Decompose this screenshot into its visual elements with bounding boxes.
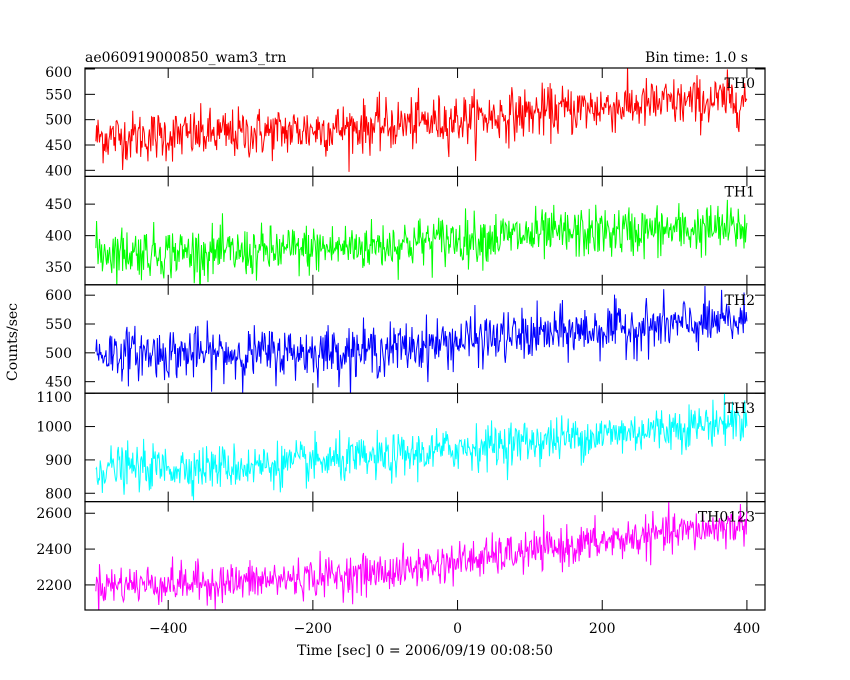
y-tick-label: 450	[45, 375, 72, 391]
y-tick-label: 2600	[36, 506, 72, 522]
y-tick-label: 600	[45, 288, 72, 304]
panel-th1: 350 400 450 TH1	[45, 175, 766, 286]
y-tick-label: 550	[45, 87, 72, 103]
y-tick-label: 450	[45, 138, 72, 154]
panel-frame	[84, 501, 766, 611]
y-tick-label: 1000	[36, 420, 72, 436]
y-tick-label: 450	[45, 197, 72, 213]
chart-title: ae060919000850_wam3_trn	[85, 50, 286, 66]
panel-frame	[84, 67, 766, 178]
y-tick-label: 350	[45, 260, 72, 276]
series-line-th1	[95, 199, 748, 285]
panel-label-th0: TH0	[725, 76, 755, 92]
y-tick-label: 500	[45, 346, 72, 362]
bin-time-label: Bin time: 1.0 s	[645, 50, 748, 66]
y-tick-label: 900	[45, 453, 72, 469]
y-tick-label: 2400	[36, 542, 72, 558]
y-tick-label: 400	[45, 163, 72, 179]
x-tick-label: 200	[589, 621, 616, 637]
panel-th0123: 2200 2400 2600 TH0123	[36, 501, 766, 611]
series-line-th0123	[95, 501, 748, 611]
panel-label-th3: TH3	[725, 401, 755, 417]
x-axis-label: Time [sec] 0 = 2006/09/19 00:08:50	[297, 643, 553, 659]
y-tick-label: 2200	[36, 578, 72, 594]
panel-label-th1: TH1	[725, 184, 755, 200]
y-tick-label: 400	[45, 229, 72, 245]
y-tick-label: 800	[45, 486, 72, 502]
panel-th2: 450 500 550 600 TH2	[45, 284, 766, 394]
x-axis: −400 −200 0 200 400	[149, 621, 760, 637]
y-tick-label: 600	[45, 65, 72, 81]
panel-th0: 400 450 500 550 600 TH0	[45, 65, 766, 179]
panel-label-th0123: TH0123	[698, 510, 755, 526]
y-tick-label: 500	[45, 113, 72, 129]
y-tick-label: 550	[45, 317, 72, 333]
x-tick-label: 0	[453, 621, 462, 637]
series-line-th0	[95, 68, 748, 172]
panel-frame	[84, 392, 766, 503]
panels-group: 400 450 500 550 600 TH0 350 400 450 TH1 450 500 550 6…	[36, 65, 766, 611]
y-tick-label: 1100	[36, 390, 72, 406]
x-tick-label: −200	[294, 621, 332, 637]
x-tick-label: −400	[149, 621, 187, 637]
panel-th3: 800 900 1000 1100 TH3	[36, 390, 766, 503]
series-line-th3	[95, 393, 748, 501]
panel-label-th2: TH2	[725, 293, 755, 309]
series-line-th2	[95, 285, 748, 394]
x-tick-label: 400	[734, 621, 761, 637]
y-axis-label: Counts/sec	[5, 303, 21, 381]
